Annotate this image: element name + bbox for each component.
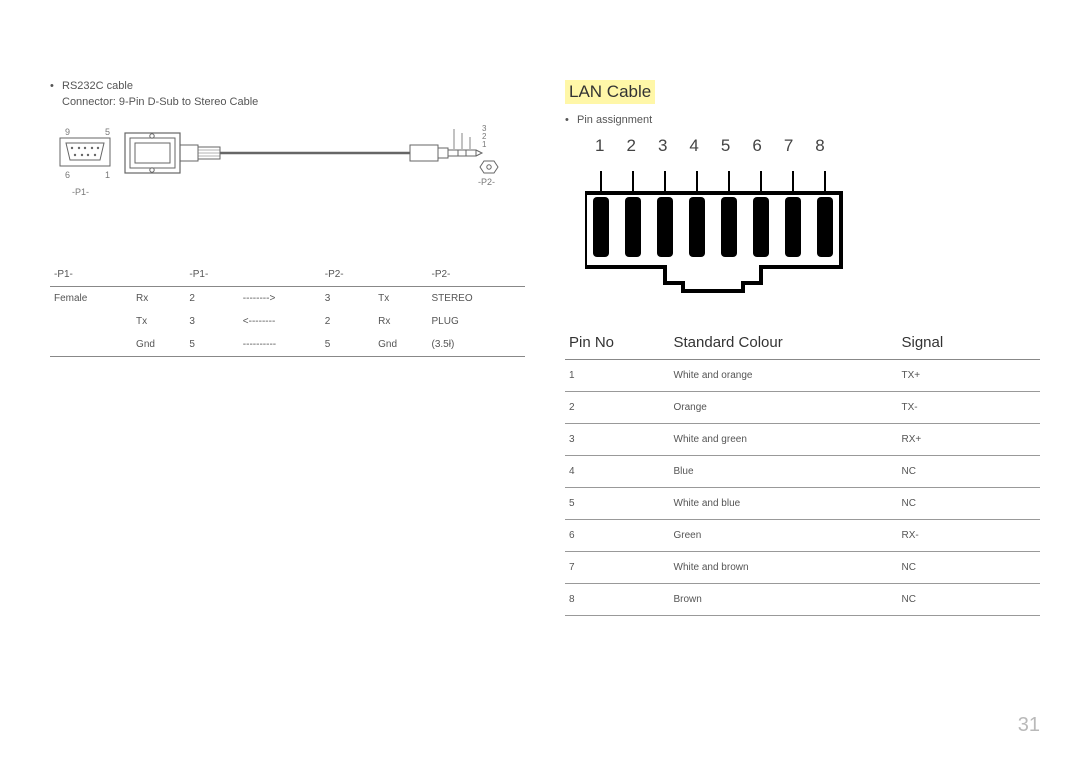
cell: NC bbox=[898, 552, 1041, 584]
lan-table: Pin No Standard Colour Signal 1White and… bbox=[565, 326, 1040, 616]
cell: NC bbox=[898, 584, 1041, 616]
cell: TX+ bbox=[898, 360, 1041, 392]
pin-num: 1 bbox=[595, 136, 604, 156]
table-row: 6GreenRX- bbox=[565, 520, 1040, 552]
d9-tl-label: 9 bbox=[65, 127, 70, 137]
table-header-row: -P1- -P1- -P2- -P2- bbox=[50, 263, 525, 287]
table-row: 2OrangeTX- bbox=[565, 392, 1040, 424]
cell: Blue bbox=[670, 456, 898, 488]
cell: ---------- bbox=[239, 333, 321, 357]
pin-num: 8 bbox=[815, 136, 824, 156]
cell: White and orange bbox=[670, 360, 898, 392]
table-row: 5White and blueNC bbox=[565, 488, 1040, 520]
th bbox=[132, 263, 185, 287]
cell: White and green bbox=[670, 424, 898, 456]
pin-num: 4 bbox=[689, 136, 698, 156]
cell: 3 bbox=[565, 424, 670, 456]
left-column: RS232C cable Connector: 9-Pin D-Sub to S… bbox=[40, 80, 525, 616]
rj45-diagram: 1 2 3 4 5 6 7 8 bbox=[575, 136, 895, 296]
th-signal: Signal bbox=[898, 326, 1041, 360]
cell: 8 bbox=[565, 584, 670, 616]
page: RS232C cable Connector: 9-Pin D-Sub to S… bbox=[0, 0, 1080, 656]
d9-bl-label: 6 bbox=[65, 170, 70, 180]
cell: 2 bbox=[185, 287, 238, 311]
pin-num: 5 bbox=[721, 136, 730, 156]
cell: TX- bbox=[898, 392, 1041, 424]
pin-num: 6 bbox=[752, 136, 761, 156]
cell: 5 bbox=[565, 488, 670, 520]
page-number: 31 bbox=[1018, 714, 1040, 737]
cell: 3 bbox=[321, 287, 374, 311]
cell: Gnd bbox=[374, 333, 427, 357]
th bbox=[239, 263, 321, 287]
cell: --------> bbox=[239, 287, 321, 311]
cell: 7 bbox=[565, 552, 670, 584]
lan-table-header: Pin No Standard Colour Signal bbox=[565, 326, 1040, 360]
cell: 5 bbox=[185, 333, 238, 357]
cell: Tx bbox=[132, 310, 185, 333]
p2-label: -P2- bbox=[478, 177, 495, 187]
table-row: 8BrownNC bbox=[565, 584, 1040, 616]
pin-num: 3 bbox=[658, 136, 667, 156]
cell: Tx bbox=[374, 287, 427, 311]
cell: 3 bbox=[185, 310, 238, 333]
cell: 5 bbox=[321, 333, 374, 357]
cell: Gnd bbox=[132, 333, 185, 357]
table-row: Female Rx 2 --------> 3 Tx STEREO bbox=[50, 287, 525, 311]
rs232-sub: Connector: 9-Pin D-Sub to Stereo Cable bbox=[50, 96, 525, 108]
cell: NC bbox=[898, 488, 1041, 520]
table-row: Tx 3 <-------- 2 Rx PLUG bbox=[50, 310, 525, 333]
cell: Orange bbox=[670, 392, 898, 424]
cell: Rx bbox=[374, 310, 427, 333]
th: -P1- bbox=[185, 263, 238, 287]
table-row: Gnd 5 ---------- 5 Gnd (3.5ł) bbox=[50, 333, 525, 357]
right-column: LAN Cable Pin assignment 1 2 3 4 5 6 7 8 bbox=[555, 80, 1040, 616]
table-row: 1White and orangeTX+ bbox=[565, 360, 1040, 392]
rs232-bullet: RS232C cable bbox=[50, 80, 525, 92]
th: -P2- bbox=[321, 263, 374, 287]
th bbox=[374, 263, 427, 287]
p1-label: -P1- bbox=[72, 187, 89, 197]
th: -P2- bbox=[428, 263, 526, 287]
cell: White and blue bbox=[670, 488, 898, 520]
pin-numbers: 1 2 3 4 5 6 7 8 bbox=[595, 136, 825, 156]
cell: 1 bbox=[565, 360, 670, 392]
cell: White and brown bbox=[670, 552, 898, 584]
cell: NC bbox=[898, 456, 1041, 488]
cell: 2 bbox=[565, 392, 670, 424]
rs232-svg: 9 5 6 1 -P1- bbox=[50, 123, 520, 243]
pin-assignment-bullet: Pin assignment bbox=[565, 114, 1040, 126]
cell: 4 bbox=[565, 456, 670, 488]
cell: 6 bbox=[565, 520, 670, 552]
cell: 2 bbox=[321, 310, 374, 333]
cell: PLUG bbox=[428, 310, 526, 333]
th-colour: Standard Colour bbox=[670, 326, 898, 360]
cell: STEREO bbox=[428, 287, 526, 311]
cell: Female bbox=[50, 287, 132, 311]
lan-cable-heading: LAN Cable bbox=[565, 80, 655, 104]
cell: Brown bbox=[670, 584, 898, 616]
pin-num: 7 bbox=[784, 136, 793, 156]
cell: Rx bbox=[132, 287, 185, 311]
cell bbox=[50, 310, 132, 333]
rj45-svg bbox=[585, 171, 895, 311]
jack-1-label: 1 bbox=[482, 140, 487, 149]
th-pinno: Pin No bbox=[565, 326, 670, 360]
table-row: 3White and greenRX+ bbox=[565, 424, 1040, 456]
cell bbox=[50, 333, 132, 357]
table-row: 4BlueNC bbox=[565, 456, 1040, 488]
pin-num: 2 bbox=[626, 136, 635, 156]
d9-br-label: 1 bbox=[105, 170, 110, 180]
cell: <-------- bbox=[239, 310, 321, 333]
cell: (3.5ł) bbox=[428, 333, 526, 357]
rs232-diagram: 9 5 6 1 -P1- bbox=[50, 123, 525, 243]
rs232-table: -P1- -P1- -P2- -P2- Female Rx 2 --------… bbox=[50, 263, 525, 357]
cell: RX+ bbox=[898, 424, 1041, 456]
th: -P1- bbox=[50, 263, 132, 287]
table-row: 7White and brownNC bbox=[565, 552, 1040, 584]
cell: Green bbox=[670, 520, 898, 552]
cell: RX- bbox=[898, 520, 1041, 552]
d9-tr-label: 5 bbox=[105, 127, 110, 137]
